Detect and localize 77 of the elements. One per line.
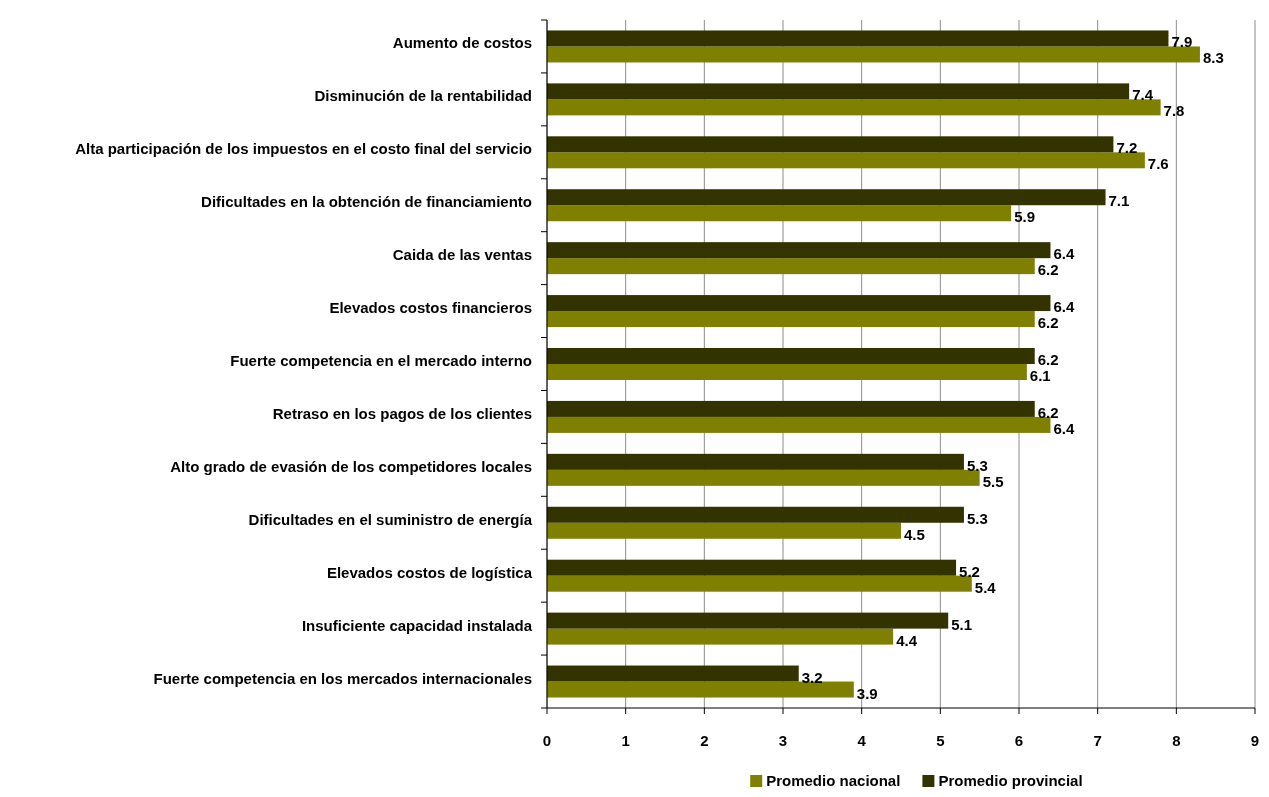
bar (547, 348, 1035, 364)
x-tick-label: 4 (857, 732, 867, 749)
y-tick-label: Elevados costos de logística (326, 563, 533, 581)
y-tick-label: Fuerte competencia en el mercado interno (230, 352, 532, 369)
data-label: 6.2 (1037, 314, 1059, 332)
bar (547, 83, 1130, 100)
data-label: 6.2 (1037, 261, 1059, 279)
legend-label: Promedio provincial (938, 772, 1083, 789)
data-label: 7.9 (1171, 33, 1193, 51)
bar (547, 612, 949, 629)
bar (547, 400, 1035, 417)
data-label: 5.9 (1014, 208, 1035, 226)
bar (547, 30, 1169, 47)
bar (547, 258, 1035, 275)
y-tick-label: Alta participación de los impuestos en el costo final del servicio (75, 140, 532, 158)
data-label: 4.4 (896, 631, 918, 649)
data-label: 5.4 (974, 578, 997, 596)
data-label: 6.4 (1053, 298, 1075, 316)
data-label: 7.4 (1132, 86, 1154, 104)
data-label: 7.6 (1147, 155, 1169, 173)
y-tick-label: Insuficiente capacidad instalada (301, 616, 533, 634)
x-tick-label: 1 (621, 732, 630, 749)
bar (547, 46, 1200, 63)
y-tick-label: Retraso en los pagos de los clientes (272, 404, 532, 422)
legend-label: Promedio nacional (766, 772, 901, 789)
x-tick-label: 6 (1014, 732, 1024, 749)
bar (547, 559, 957, 576)
bar (547, 152, 1145, 169)
bar (547, 295, 1051, 312)
data-label: 6.4 (1053, 245, 1075, 263)
y-tick-label: Disminución de la rentabilidad (314, 87, 532, 105)
y-tick-label: Fuerte competencia en los mercados internacionales (153, 669, 532, 687)
y-tick-label: Dificultades en la obtención de financiamiento (201, 193, 532, 211)
data-label: 6.1 (1029, 367, 1051, 384)
x-tick-label: 0 (542, 732, 552, 749)
data-label: 5.1 (951, 615, 973, 633)
data-label: 5.2 (959, 562, 980, 580)
data-label: 3.2 (801, 668, 823, 686)
bar (547, 522, 901, 539)
bar (547, 99, 1161, 116)
bar (547, 628, 894, 645)
data-label: 6.2 (1037, 403, 1059, 421)
y-tick-label: Aumento de costos (392, 34, 532, 52)
x-tick-label: 9 (1250, 732, 1260, 749)
bar (547, 665, 799, 682)
bar (547, 681, 854, 698)
data-label: 4.5 (904, 525, 925, 543)
bar (547, 311, 1035, 328)
data-label: 7.2 (1116, 139, 1138, 157)
x-tick-label: 5 (936, 732, 945, 749)
data-label: 5.3 (966, 456, 988, 474)
x-tick-label: 3 (778, 732, 788, 749)
bar (547, 242, 1051, 259)
data-label: 7.8 (1163, 102, 1185, 120)
data-label: 3.9 (856, 684, 878, 702)
y-tick-label: Alto grado de evasión de los competidores locales (170, 457, 532, 475)
x-tick-label: 8 (1172, 732, 1181, 749)
bar (547, 205, 1012, 222)
data-label: 6.2 (1037, 351, 1059, 368)
bar (547, 453, 964, 470)
data-label: 8.3 (1202, 49, 1224, 67)
data-label: 7.1 (1108, 192, 1130, 210)
x-tick-label: 7 (1093, 732, 1102, 749)
bar (547, 189, 1106, 206)
bar (547, 136, 1114, 153)
bar (547, 575, 972, 592)
y-tick-label: Caida de las ventas (392, 246, 532, 264)
y-tick-label: Dificultades en el suministro de energía (248, 510, 533, 528)
data-label: 5.3 (966, 509, 988, 527)
y-tick-label: Elevados costos financieros (329, 299, 532, 317)
bar (547, 506, 964, 523)
bar (547, 469, 980, 486)
data-label: 6.4 (1053, 419, 1075, 437)
data-label: 5.5 (982, 472, 1004, 490)
bar (547, 364, 1027, 380)
bar (547, 416, 1051, 433)
x-tick-label: 2 (700, 732, 709, 749)
